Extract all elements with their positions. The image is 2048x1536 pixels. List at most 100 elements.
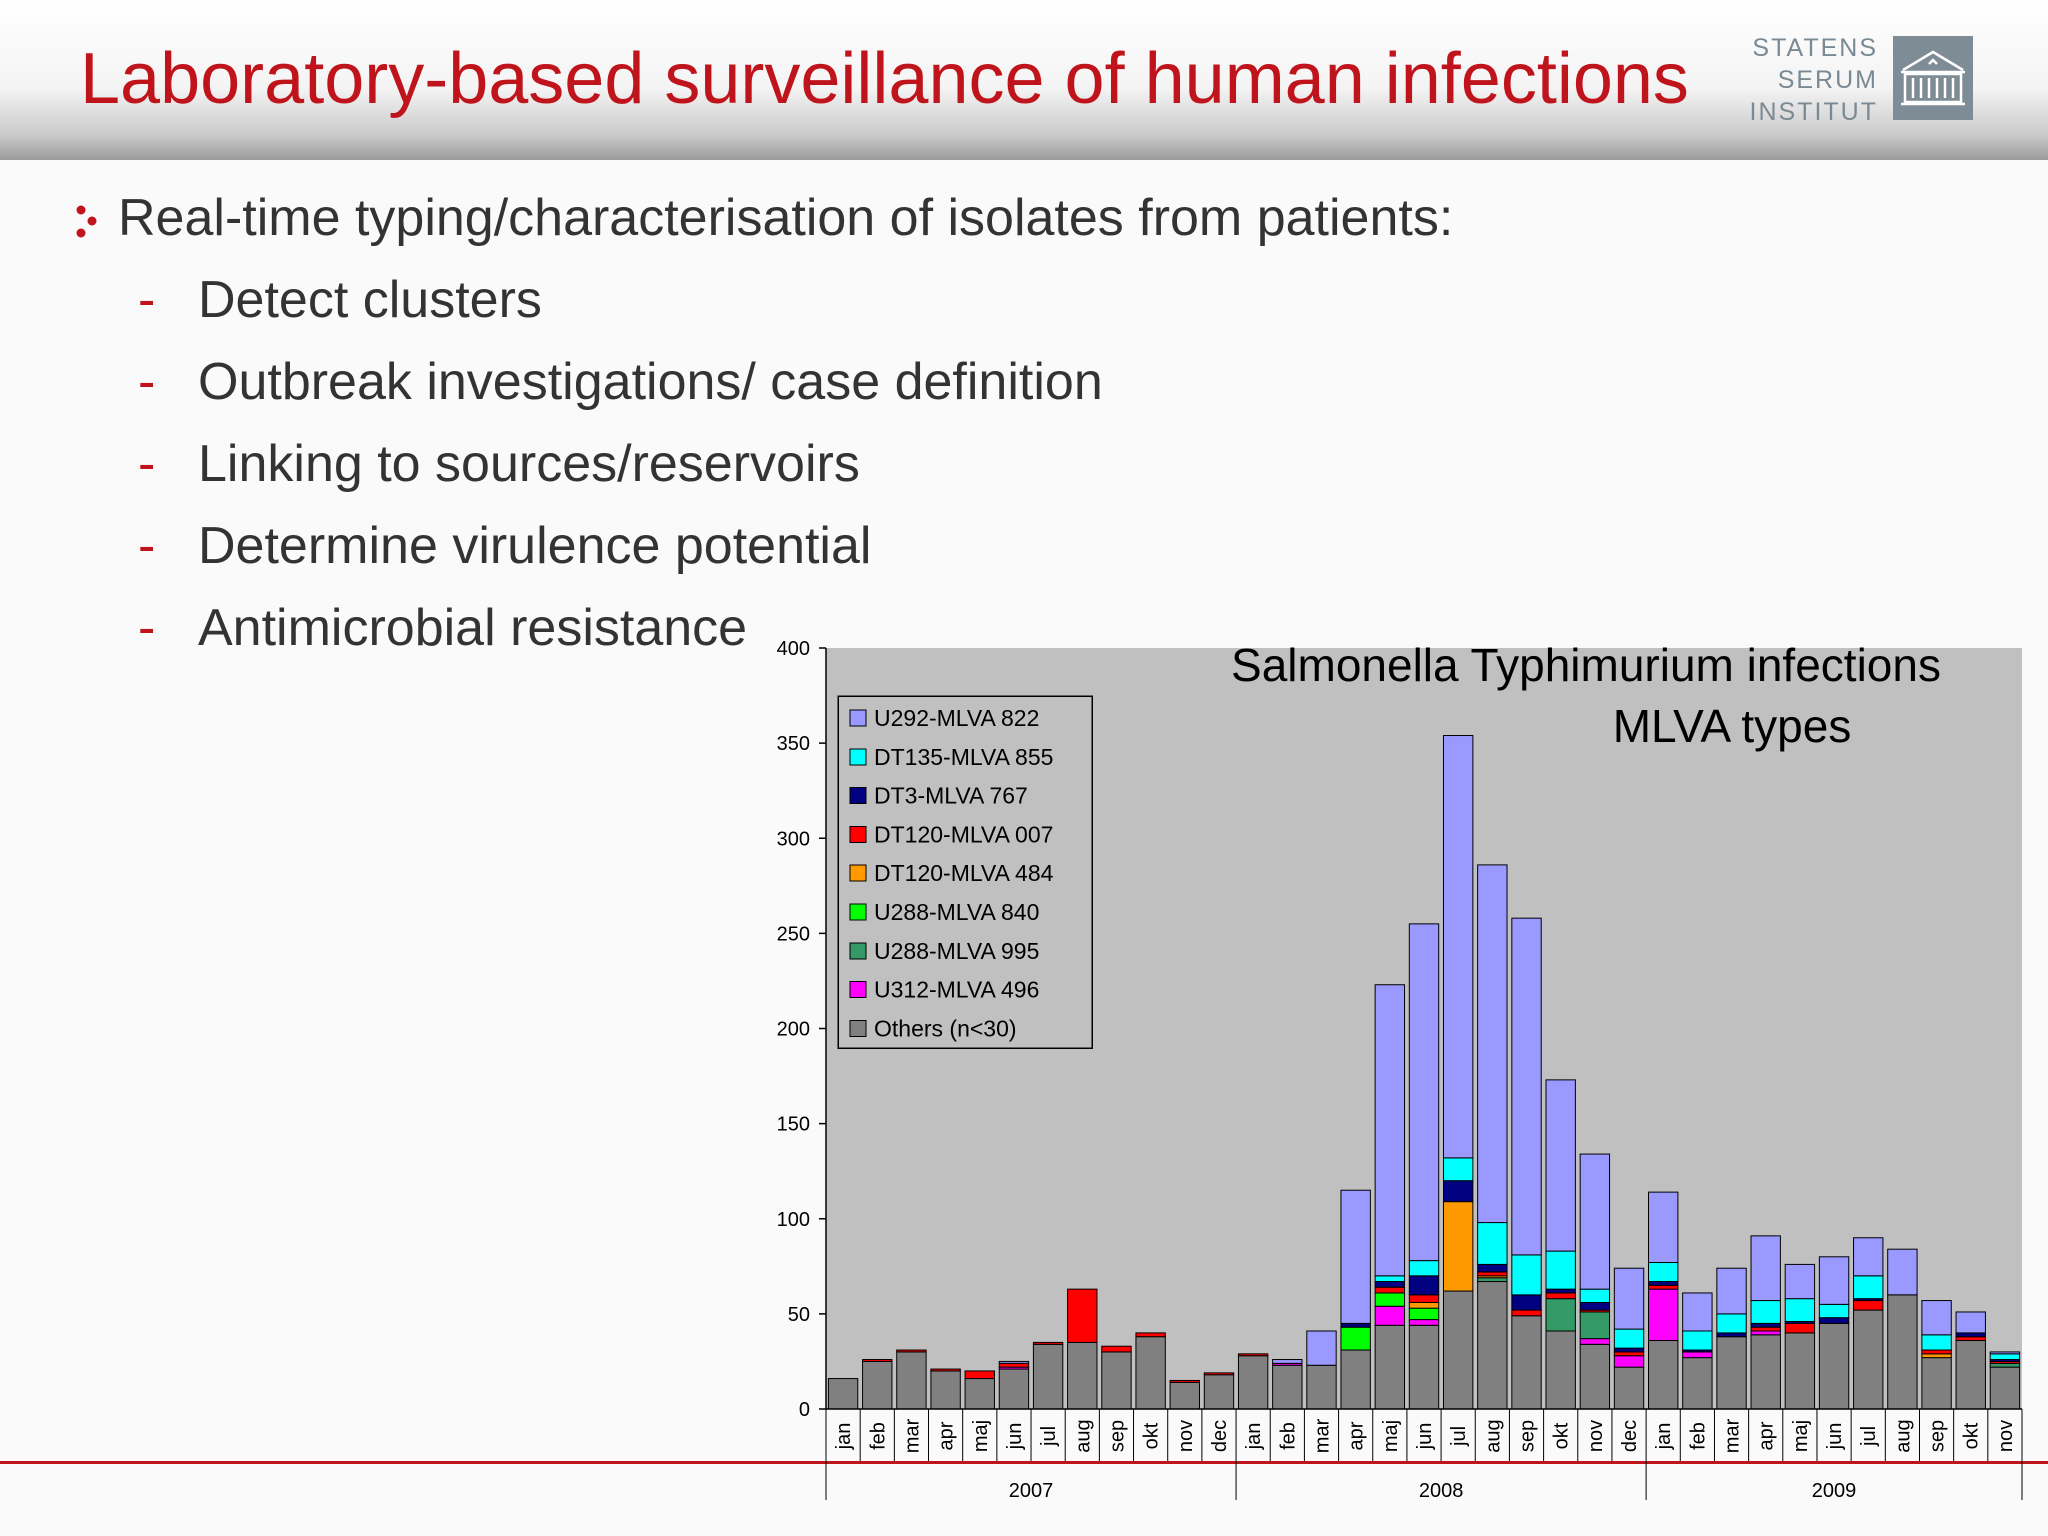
x-tick-label: apr — [1756, 1421, 1778, 1450]
bar-segment — [1511, 1315, 1542, 1410]
legend-label: DT120-MLVA 484 — [874, 860, 1054, 886]
bar-segment — [1442, 735, 1474, 1159]
logo-line: SERUM — [1777, 66, 1878, 94]
bar-segment — [1408, 1319, 1440, 1326]
bar-segment — [1955, 1311, 1986, 1334]
bar-segment — [1750, 1300, 1781, 1324]
bar-segment — [1545, 1330, 1576, 1410]
bar-segment — [998, 1368, 1030, 1410]
bar-segment — [1921, 1349, 1952, 1355]
bar-segment — [1648, 1281, 1679, 1286]
bar-segment — [1818, 1303, 1850, 1319]
bar-segment — [1579, 1288, 1611, 1303]
y-tick-label: 350 — [777, 733, 810, 755]
bar-segment — [1408, 1324, 1440, 1410]
legend-label: U292-MLVA 822 — [874, 705, 1039, 731]
x-tick-label: jul — [1038, 1426, 1060, 1447]
legend-swatch — [849, 864, 867, 882]
y-tick-label: 400 — [777, 638, 810, 660]
bar-segment — [1169, 1379, 1200, 1383]
x-tick-label: dec — [1209, 1420, 1231, 1452]
x-tick-label: jan — [1243, 1423, 1265, 1451]
bar-segment — [1648, 1288, 1679, 1342]
x-tick-label: apr — [936, 1421, 958, 1450]
x-tick-label: mar — [1311, 1418, 1333, 1453]
sub-item-text: Determine virulence potential — [198, 517, 872, 575]
bar-segment — [1374, 1305, 1406, 1326]
bar-segment — [1237, 1355, 1269, 1410]
sub-item-text: Outbreak investigations/ case definition — [198, 353, 1103, 411]
bar-segment — [1750, 1330, 1781, 1336]
bar-segment — [1306, 1364, 1337, 1410]
sub-item-text: Antimicrobial resistance — [198, 599, 748, 657]
bar-segment — [862, 1360, 893, 1410]
bar-segment — [1682, 1292, 1713, 1332]
bar-segment — [1989, 1351, 2021, 1355]
bar-segment — [1135, 1332, 1166, 1338]
legend-label: DT3-MLVA 767 — [874, 783, 1028, 809]
legend-label: Others (n<30) — [874, 1015, 1017, 1041]
x-tick-label: nov — [1995, 1420, 2017, 1452]
bar-segment — [1579, 1301, 1611, 1311]
x-tick-label: okt — [1141, 1422, 1163, 1449]
bar-segment — [1408, 1275, 1440, 1296]
legend-swatch — [849, 942, 867, 960]
bar-segment — [1477, 1281, 1508, 1410]
bar-segment — [1545, 1288, 1576, 1294]
bullet-dots-icon — [74, 204, 104, 240]
bar-segment — [1477, 864, 1508, 1224]
x-tick-label: okt — [1961, 1422, 1983, 1449]
x-tick-label: jul — [1858, 1426, 1880, 1447]
x-tick-label: jun — [1004, 1423, 1026, 1451]
bar-segment — [1442, 1157, 1474, 1182]
sub-item-dash: - — [138, 353, 156, 411]
bar-segment — [1477, 1277, 1508, 1283]
bar-segment — [1784, 1263, 1816, 1300]
legend-swatch — [849, 709, 867, 727]
x-tick-label: maj — [1380, 1420, 1402, 1452]
bar-segment — [1067, 1341, 1098, 1410]
institute-building-icon — [1893, 36, 1973, 120]
legend-label: U312-MLVA 496 — [874, 977, 1039, 1003]
y-tick-label: 150 — [777, 1114, 810, 1136]
x-tick-label: jun — [1414, 1423, 1436, 1451]
bar-segment — [1682, 1330, 1713, 1351]
legend-label: DT120-MLVA 007 — [874, 821, 1053, 847]
bar-segment — [1374, 1324, 1406, 1410]
x-tick-label: feb — [1277, 1422, 1299, 1450]
sub-item-text: Linking to sources/reservoirs — [198, 435, 860, 493]
bar-segment — [1716, 1336, 1747, 1410]
legend-swatch — [849, 1019, 867, 1037]
bar-segment — [1545, 1298, 1576, 1332]
bar-segment — [1750, 1235, 1781, 1302]
bar-segment — [1032, 1341, 1064, 1345]
footer-rule — [0, 1461, 2048, 1464]
x-tick-label: dec — [1619, 1420, 1641, 1452]
institute-logo-text: STATENS SERUM INSTITUT — [1740, 32, 1878, 128]
bar-segment — [1853, 1237, 1884, 1277]
bar-segment — [1716, 1267, 1747, 1315]
bar-segment — [1579, 1338, 1611, 1345]
bar-segment — [1408, 1307, 1440, 1321]
x-tick-label: nov — [1175, 1420, 1197, 1452]
bar-segment — [930, 1370, 961, 1410]
bar-segment — [1477, 1263, 1508, 1273]
x-tick-label: maj — [1790, 1420, 1812, 1452]
y-tick-label: 300 — [777, 828, 810, 850]
x-tick-label: aug — [1072, 1419, 1094, 1452]
bar-segment — [1682, 1357, 1713, 1410]
bar-segment — [1887, 1248, 1918, 1296]
bar-segment — [1408, 1260, 1440, 1277]
bar-segment — [1203, 1374, 1235, 1410]
bar-segment — [1921, 1300, 1952, 1336]
bar-segment — [1340, 1326, 1371, 1351]
y-tick-label: 50 — [788, 1304, 810, 1326]
legend-swatch — [849, 825, 867, 843]
x-tick-label: jul — [1448, 1426, 1470, 1447]
x-tick-label: aug — [1482, 1419, 1504, 1452]
logo-line: STATENS — [1752, 34, 1878, 62]
bar-segment — [1101, 1345, 1132, 1353]
x-tick-label: maj — [970, 1420, 992, 1452]
bar-segment — [1648, 1262, 1679, 1283]
bar-segment — [1477, 1271, 1508, 1277]
